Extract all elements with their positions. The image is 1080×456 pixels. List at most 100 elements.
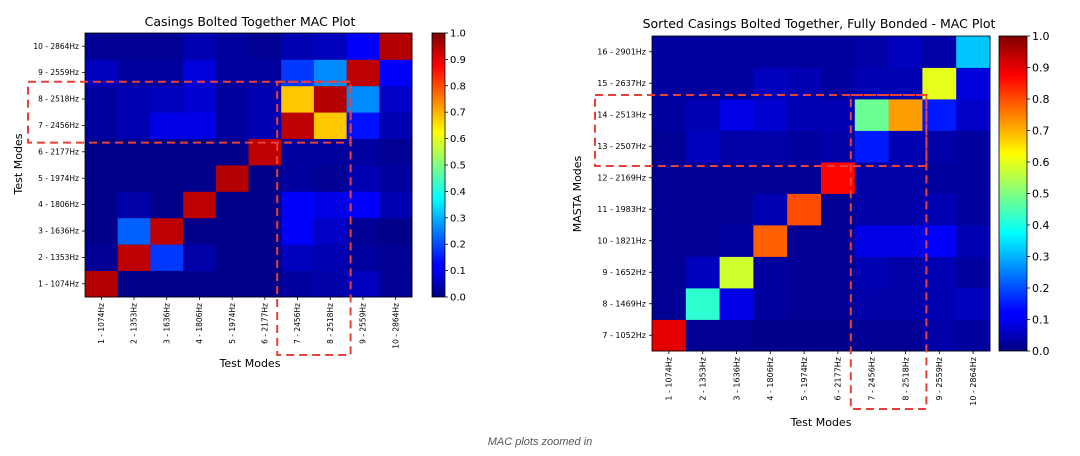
x-tick-label: 1 - 1074Hz bbox=[97, 303, 106, 344]
colorbar-tick-label: 0.2 bbox=[1032, 282, 1050, 295]
heatmap-cell bbox=[821, 193, 856, 226]
y-tick-label: 7 - 2456Hz bbox=[38, 121, 79, 130]
heatmap-cell bbox=[956, 36, 991, 68]
heatmap-cell bbox=[215, 217, 249, 245]
heatmap-left: Casings Bolted Together MAC Plot Test Mo… bbox=[12, 14, 466, 370]
heatmap-cell bbox=[719, 67, 754, 100]
y-tick-label: 10 - 1821Hz bbox=[597, 237, 646, 246]
heatmap-cell bbox=[346, 59, 380, 87]
colorbar-tick-label: 1.0 bbox=[450, 29, 466, 40]
heatmap-cell bbox=[652, 225, 687, 257]
colorbar-left bbox=[432, 33, 445, 297]
highlight-boxes-left bbox=[27, 80, 352, 357]
heatmap-cell bbox=[787, 288, 822, 320]
y-tick-label: 5 - 1974Hz bbox=[38, 174, 79, 183]
heatmap-cell bbox=[215, 165, 249, 192]
x-axis-label-right: Test Modes bbox=[790, 416, 852, 429]
heatmap-cell bbox=[117, 33, 151, 60]
heatmap-cell bbox=[183, 244, 217, 271]
chart-title-right: Sorted Casings Bolted Together, Fully Bo… bbox=[643, 16, 996, 31]
heatmap-cell bbox=[215, 112, 249, 139]
x-tick-label: 6 - 2177Hz bbox=[834, 357, 843, 401]
y-tick-label: 13 - 2507Hz bbox=[597, 142, 646, 151]
heatmap-cell bbox=[787, 130, 822, 163]
heatmap-cell bbox=[379, 138, 413, 166]
x-tick-label: 7 - 2456Hz bbox=[293, 303, 302, 344]
heatmap-cell bbox=[922, 36, 957, 68]
heatmap-cell bbox=[150, 244, 184, 271]
heatmap-cell bbox=[346, 217, 380, 245]
heatmap-cell bbox=[281, 165, 315, 192]
colorbar-tick-label: 0.1 bbox=[1032, 313, 1050, 326]
heatmap-cell bbox=[652, 162, 687, 194]
y-tick-label: 8 - 1469Hz bbox=[602, 300, 646, 309]
heatmap-cell bbox=[922, 288, 957, 320]
heatmap-cell bbox=[248, 165, 282, 192]
y-tick-label: 2 - 1353Hz bbox=[38, 253, 79, 262]
heatmap-cell bbox=[85, 191, 119, 219]
heatmap-cell bbox=[248, 270, 282, 298]
heatmap-cell bbox=[888, 193, 923, 226]
y-tick-label: 7 - 1052Hz bbox=[602, 331, 646, 340]
highlight-boxes-right bbox=[594, 94, 928, 410]
heatmap-cell bbox=[854, 225, 889, 257]
y-tick-labels-left: 1 - 1074Hz 2 - 1353Hz 3 - 1636Hz 4 - 1806Hz… bbox=[33, 42, 85, 288]
heatmap-cell bbox=[117, 217, 151, 245]
heatmap-cell bbox=[281, 85, 315, 113]
heatmap-cell bbox=[183, 270, 217, 298]
heatmap-cell bbox=[719, 288, 754, 320]
heatmap-cell bbox=[281, 112, 315, 139]
heatmap-cell bbox=[346, 138, 380, 166]
heatmap-cell bbox=[215, 33, 249, 60]
heatmap-cell bbox=[719, 130, 754, 163]
heatmap-cell bbox=[854, 36, 889, 68]
heatmap-cell bbox=[821, 319, 856, 352]
x-tick-label: 5 - 1974Hz bbox=[228, 303, 237, 344]
colorbar-tick-label: 0.8 bbox=[450, 81, 466, 92]
heatmap-cell bbox=[117, 112, 151, 139]
x-tick-label: 8 - 2518Hz bbox=[326, 303, 335, 344]
heatmap-cell bbox=[117, 85, 151, 113]
heatmap-cell bbox=[346, 33, 380, 60]
heatmap-cell bbox=[346, 85, 380, 113]
heatmap-cell bbox=[248, 112, 282, 139]
heatmap-cell bbox=[85, 33, 119, 60]
heatmap-cell bbox=[248, 85, 282, 113]
x-tick-label: 6 - 2177Hz bbox=[260, 303, 269, 344]
colorbar-tick-label: 0.2 bbox=[450, 240, 466, 251]
heatmap-cell bbox=[281, 191, 315, 219]
heatmap-cell bbox=[719, 99, 754, 131]
heatmap-cell bbox=[888, 288, 923, 320]
heatmap-cells-right bbox=[651, 35, 991, 352]
x-tick-label: 9 - 2559Hz bbox=[359, 303, 368, 344]
colorbar-ticks-left: 0.0 0.1 0.2 0.3 0.4 0.5 0.6 0.7 0.8 0.9 1.0 bbox=[431, 29, 466, 304]
colorbar-tick-label: 0.7 bbox=[450, 108, 466, 119]
heatmap-cell bbox=[248, 217, 282, 245]
heatmap-cell bbox=[183, 165, 217, 192]
heatmap-cell bbox=[821, 162, 856, 194]
x-tick-label: 10 - 2864Hz bbox=[391, 303, 400, 349]
colorbar-tick-label: 0.6 bbox=[1032, 156, 1050, 169]
heatmap-cell bbox=[652, 193, 687, 226]
x-axis-label-left: Test Modes bbox=[219, 357, 281, 370]
colorbar-tick-label: 1.0 bbox=[1032, 30, 1050, 43]
mac-plots-figure: Casings Bolted Together MAC Plot Test Mo… bbox=[12, 14, 1050, 429]
y-axis-label-left: Test Modes bbox=[12, 133, 25, 195]
heatmap-cell bbox=[117, 270, 151, 298]
heatmap-cell bbox=[150, 165, 184, 192]
x-tick-labels-right: 1 - 1074Hz 2 - 1353Hz 3 - 1636Hz 4 - 1806Hz… bbox=[665, 351, 978, 406]
x-tick-label: 4 - 1806Hz bbox=[195, 303, 204, 344]
heatmap-cell bbox=[685, 319, 720, 352]
heatmap-cell bbox=[787, 225, 822, 257]
heatmap-cell bbox=[956, 225, 991, 257]
x-tick-label: 10 - 2864Hz bbox=[969, 357, 978, 406]
heatmap-cell bbox=[888, 256, 923, 289]
y-tick-label: 12 - 2169Hz bbox=[597, 174, 646, 183]
colorbar-tick-label: 0.8 bbox=[1032, 93, 1050, 106]
x-tick-label: 1 - 1074Hz bbox=[665, 357, 674, 401]
heatmap-cell bbox=[888, 99, 923, 131]
x-tick-label: 3 - 1636Hz bbox=[732, 357, 741, 401]
heatmap-cell bbox=[956, 67, 991, 100]
heatmap-cell bbox=[85, 217, 119, 245]
heatmap-cell bbox=[379, 270, 413, 298]
